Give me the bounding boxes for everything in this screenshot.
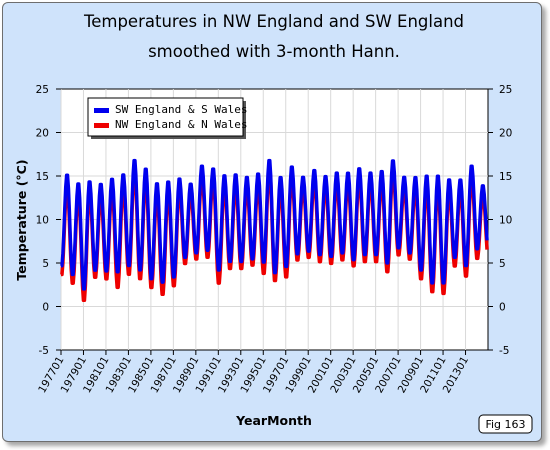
series-line-sw-england: [60, 158, 489, 291]
y-tick-label-right: 5: [499, 258, 506, 270]
y-tick-label-right: 15: [499, 171, 512, 183]
y-axis-label: Temperature (°C): [14, 159, 29, 280]
x-axis-label: YearMonth: [235, 413, 312, 428]
x-axis: 1977011979011981011983011985011987011989…: [36, 350, 471, 395]
y-tick-label-left: 25: [36, 84, 49, 96]
y-tick-label-left: 5: [42, 258, 49, 270]
y-tick-label-left: -5: [39, 345, 49, 357]
y-tick-label-left: 0: [42, 302, 49, 314]
y-tick-label-right: -5: [499, 345, 509, 357]
y-tick-label-left: 15: [36, 171, 49, 183]
figure-badge-box: [478, 414, 533, 434]
chart-title-line-1: Temperatures in NW England and SW Englan…: [83, 12, 464, 31]
legend-swatch-nw-england: [94, 123, 109, 128]
y-tick-label-right: 25: [499, 84, 512, 96]
y-tick-label-right: 0: [499, 302, 506, 314]
legend-label-nw-england: NW England & N Wales: [115, 118, 247, 131]
legend: SW England & S Wales NW England & N Wale…: [87, 97, 247, 139]
legend-box: [87, 97, 244, 137]
y-tick-label-left: 10: [36, 215, 49, 227]
y-tick-label-left: 20: [36, 128, 49, 140]
figure-badge: Fig 163: [478, 414, 533, 434]
y-tick-label-right: 20: [499, 128, 512, 140]
legend-swatch-sw-england: [94, 108, 109, 113]
series-layer: [60, 158, 489, 303]
y-tick-label-right: 10: [499, 215, 512, 227]
chart-title-line-2: smoothed with 3-month Hann.: [148, 42, 400, 61]
figure-badge-label: Fig 163: [485, 418, 525, 431]
legend-label-sw-england: SW England & S Wales: [115, 103, 247, 116]
y-axis-left: -5 0 5 10 15 20 25: [36, 84, 61, 357]
y-axis-right: -5 0 5 10 15 20 25: [488, 84, 512, 357]
